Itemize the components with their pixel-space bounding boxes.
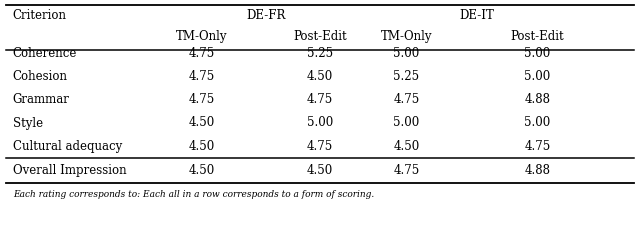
Text: 4.50: 4.50: [188, 117, 215, 129]
Text: 4.50: 4.50: [307, 70, 333, 83]
Text: Style: Style: [13, 117, 43, 129]
Text: TM-Only: TM-Only: [176, 30, 227, 43]
Text: 5.00: 5.00: [524, 117, 551, 129]
Text: 4.50: 4.50: [188, 164, 215, 177]
Text: 5.25: 5.25: [307, 47, 333, 60]
Text: Grammar: Grammar: [13, 93, 70, 106]
Text: 5.00: 5.00: [393, 117, 420, 129]
Text: Overall Impression: Overall Impression: [13, 164, 127, 177]
Text: 5.00: 5.00: [524, 70, 551, 83]
Text: 4.75: 4.75: [307, 140, 333, 153]
Text: 4.75: 4.75: [393, 164, 420, 177]
Text: 5.00: 5.00: [307, 117, 333, 129]
Text: Cultural adequacy: Cultural adequacy: [13, 140, 122, 153]
Text: Post-Edit: Post-Edit: [511, 30, 564, 43]
Text: Post-Edit: Post-Edit: [293, 30, 347, 43]
Text: 4.75: 4.75: [188, 70, 215, 83]
Text: 4.50: 4.50: [393, 140, 420, 153]
Text: Coherence: Coherence: [13, 47, 77, 60]
Text: 4.75: 4.75: [188, 93, 215, 106]
Text: 5.00: 5.00: [393, 47, 420, 60]
Text: 4.50: 4.50: [188, 140, 215, 153]
Text: Criterion: Criterion: [13, 9, 67, 22]
Text: 4.88: 4.88: [525, 93, 550, 106]
Text: DE-IT: DE-IT: [460, 9, 494, 22]
Text: 5.25: 5.25: [394, 70, 419, 83]
Text: 5.00: 5.00: [524, 47, 551, 60]
Text: 4.88: 4.88: [525, 164, 550, 177]
Text: 4.75: 4.75: [524, 140, 551, 153]
Text: 4.75: 4.75: [307, 93, 333, 106]
Text: 4.75: 4.75: [188, 47, 215, 60]
Text: Each rating corresponds to: Each all in a row corresponds to a form of scoring.: Each rating corresponds to: Each all in …: [13, 190, 374, 199]
Text: 4.50: 4.50: [307, 164, 333, 177]
Text: TM-Only: TM-Only: [381, 30, 432, 43]
Text: Cohesion: Cohesion: [13, 70, 68, 83]
Text: DE-FR: DE-FR: [246, 9, 285, 22]
Text: 4.75: 4.75: [393, 93, 420, 106]
